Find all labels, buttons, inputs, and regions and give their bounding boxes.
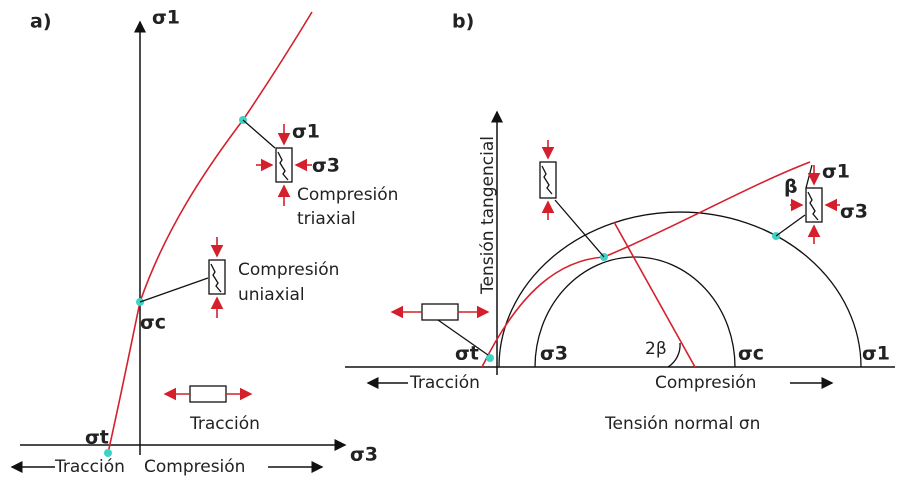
angle-line [806,165,812,188]
element [190,386,226,402]
axis-label: σ1 [152,7,180,29]
axis-label: σ3 [350,444,378,466]
axis-caption: Compresión [144,457,245,477]
panel-label: a) [30,11,52,33]
label: σc [140,312,166,334]
label: σ3 [312,155,340,177]
label: σ1 [292,121,320,143]
label: σt [85,427,109,449]
axis-caption: Compresión [655,373,756,393]
label: Compresión [297,185,398,205]
failure-envelope [482,162,810,367]
fracture [542,166,552,194]
axis-title: Tensión tangencial [478,136,498,295]
failure-envelope [108,12,312,453]
angle-arc [668,343,680,367]
label: σ1 [822,161,850,183]
fracture [211,264,221,292]
element [422,304,458,320]
panel-label: b) [452,11,474,33]
panel-a: a) σ1 σ3 σt σc σ1 σ3 Compresión triaxial… [12,7,398,478]
fracture [808,192,818,220]
diagram: a) σ1 σ3 σt σc σ1 σ3 Compresión triaxial… [0,0,901,478]
leader [243,120,275,148]
label: σc [738,343,764,365]
label: triaxial [297,209,356,229]
leader [555,200,604,257]
label: Compresión [238,260,339,280]
point [104,449,112,457]
label: σ3 [540,343,568,365]
leader [140,278,208,302]
axis-caption: Tracción [54,457,125,477]
label: Tracción [189,414,260,434]
label: uniaxial [238,285,305,305]
leader [776,215,805,236]
panel-b: b) Tensión tangencial σt σ3 σc σ1 2β σ1 … [345,11,895,435]
axis-title: Tensión normal σn [604,414,760,434]
label: β [784,176,798,198]
label: σ3 [840,201,868,223]
axis-caption: Tracción [409,373,480,393]
label: 2β [645,339,667,359]
fracture [278,152,288,180]
label: σ1 [862,343,890,365]
